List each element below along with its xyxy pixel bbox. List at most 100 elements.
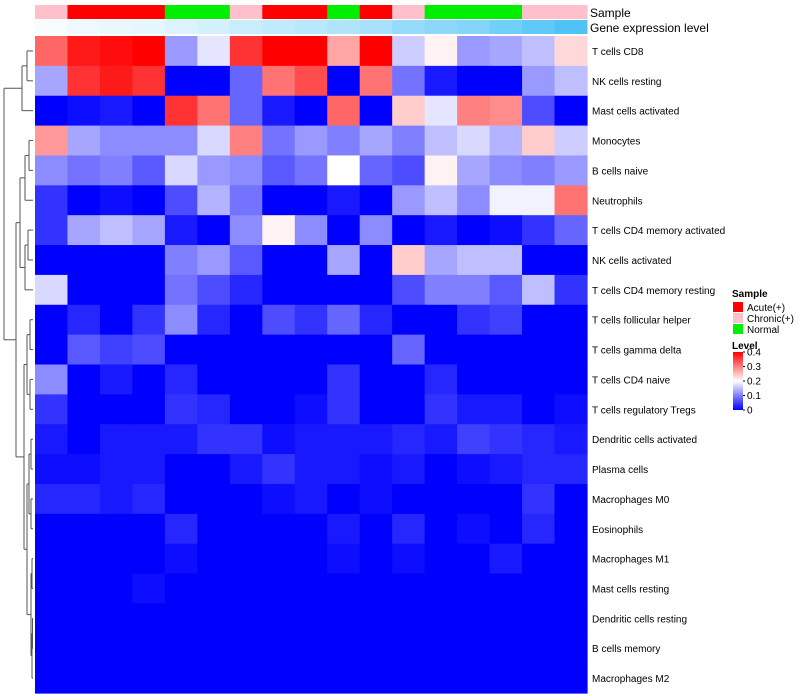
- row-label: Macrophages M2: [592, 674, 670, 685]
- heatmap-cell: [99, 663, 134, 694]
- heatmap-cell: [294, 663, 328, 694]
- heatmap-cell: [489, 633, 523, 664]
- heatmap-cell: [35, 274, 69, 306]
- heatmap-cell: [359, 274, 393, 306]
- heatmap-cell: [392, 603, 426, 634]
- heatmap-cell: [67, 245, 101, 276]
- sample-legend-label: Acute(+): [747, 303, 785, 314]
- sample-annotation-cell: [294, 5, 328, 19]
- heatmap-cell: [327, 663, 361, 694]
- heatmap-cell: [424, 603, 458, 634]
- heatmap-cell: [99, 394, 134, 425]
- heatmap-cell: [327, 543, 361, 575]
- heatmap-cell: [457, 513, 491, 545]
- heatmap-cell: [99, 215, 134, 246]
- heatmap-cell: [164, 36, 198, 67]
- row-label: B cells memory: [592, 644, 660, 655]
- heatmap-cell: [327, 304, 361, 336]
- heatmap-cell: [262, 513, 296, 545]
- sample-annotation-cell: [327, 5, 361, 19]
- heatmap-cell: [164, 95, 198, 127]
- heatmap-cell: [99, 603, 134, 634]
- heatmap-cell: [489, 424, 523, 455]
- heatmap-cell: [294, 513, 328, 545]
- heatmap-cell: [457, 245, 491, 276]
- heatmap-cell: [457, 36, 491, 67]
- sample-annotation-cell: [197, 5, 231, 19]
- heatmap-cell: [229, 633, 263, 664]
- heatmap-cell: [522, 483, 556, 515]
- heatmap-cell: [294, 543, 328, 575]
- heatmap-cell: [327, 573, 361, 605]
- heatmap-cell: [197, 95, 231, 127]
- sample-annotation-cell: [229, 5, 263, 19]
- gene-expression-annotation-cell: [67, 20, 101, 34]
- heatmap-cell: [132, 364, 166, 395]
- sample-annotation-cell: [457, 5, 491, 19]
- heatmap-cell: [262, 185, 296, 216]
- heatmap-cell: [522, 185, 556, 216]
- heatmap-cell: [554, 603, 588, 634]
- heatmap-cell: [35, 125, 69, 157]
- heatmap-cell: [132, 454, 166, 485]
- heatmap-cell: [489, 454, 523, 485]
- heatmap-cell: [522, 424, 556, 455]
- heatmap-cell: [554, 334, 588, 366]
- heatmap-cell: [67, 334, 101, 366]
- heatmap-cell: [99, 334, 134, 366]
- heatmap-cell: [327, 334, 361, 366]
- heatmap-cell: [424, 95, 458, 127]
- heatmap-cell: [359, 633, 393, 664]
- heatmap-cell: [164, 573, 198, 605]
- heatmap-cell: [164, 483, 198, 515]
- heatmap-cell: [522, 304, 556, 336]
- heatmap-cell: [35, 454, 69, 485]
- row-label: T cells follicular helper: [592, 316, 691, 327]
- heatmap-cell: [424, 424, 458, 455]
- heatmap-cell: [164, 245, 198, 276]
- sample-annotation-cell: [489, 5, 523, 19]
- heatmap-cell: [392, 394, 426, 425]
- heatmap-cell: [359, 155, 393, 186]
- heatmap-cell: [262, 36, 296, 67]
- sample-legend-swatch: [733, 324, 743, 334]
- heatmap-cell: [132, 36, 166, 67]
- heatmap-cell: [67, 513, 101, 545]
- heatmap-cell: [35, 603, 69, 634]
- heatmap-cell: [67, 274, 101, 306]
- heatmap-cell: [67, 155, 101, 186]
- heatmap-cell: [554, 65, 588, 97]
- heatmap-cell: [164, 454, 198, 485]
- heatmap-cell: [164, 125, 198, 157]
- heatmap-cell: [67, 573, 101, 605]
- heatmap-cell: [294, 245, 328, 276]
- heatmap-cell: [522, 36, 556, 67]
- gene-expression-annotation-cell: [35, 20, 68, 34]
- gene-expression-annotation-cell: [262, 20, 296, 34]
- sample-annotation-cell: [522, 5, 556, 19]
- heatmap-cell: [229, 513, 263, 545]
- heatmap-cell: [197, 155, 231, 186]
- heatmap-cell: [327, 65, 361, 97]
- sample-annotation-cell: [67, 5, 101, 19]
- heatmap-cell: [424, 65, 458, 97]
- gene-expression-annotation-cell: [327, 20, 361, 34]
- heatmap-cell: [67, 125, 101, 157]
- row-label: Neutrophils: [592, 196, 643, 207]
- sample-legend-title: Sample: [732, 289, 768, 300]
- heatmap-cell: [67, 543, 101, 575]
- row-label: Monocytes: [592, 137, 640, 148]
- heatmap-cell: [197, 633, 231, 664]
- heatmap-cell: [457, 95, 491, 127]
- heatmap-cell: [132, 304, 166, 336]
- gene-expression-annotation-cell: [294, 20, 328, 34]
- heatmap-cell: [67, 394, 101, 425]
- gene-expression-annotation-cell: [392, 20, 426, 34]
- heatmap-cell: [522, 65, 556, 97]
- heatmap-cell: [457, 454, 491, 485]
- heatmap-cell: [424, 543, 458, 575]
- heatmap-cell: [35, 543, 69, 575]
- heatmap-cell: [35, 155, 69, 186]
- heatmap-cell: [197, 603, 231, 634]
- heatmap-cell: [327, 245, 361, 276]
